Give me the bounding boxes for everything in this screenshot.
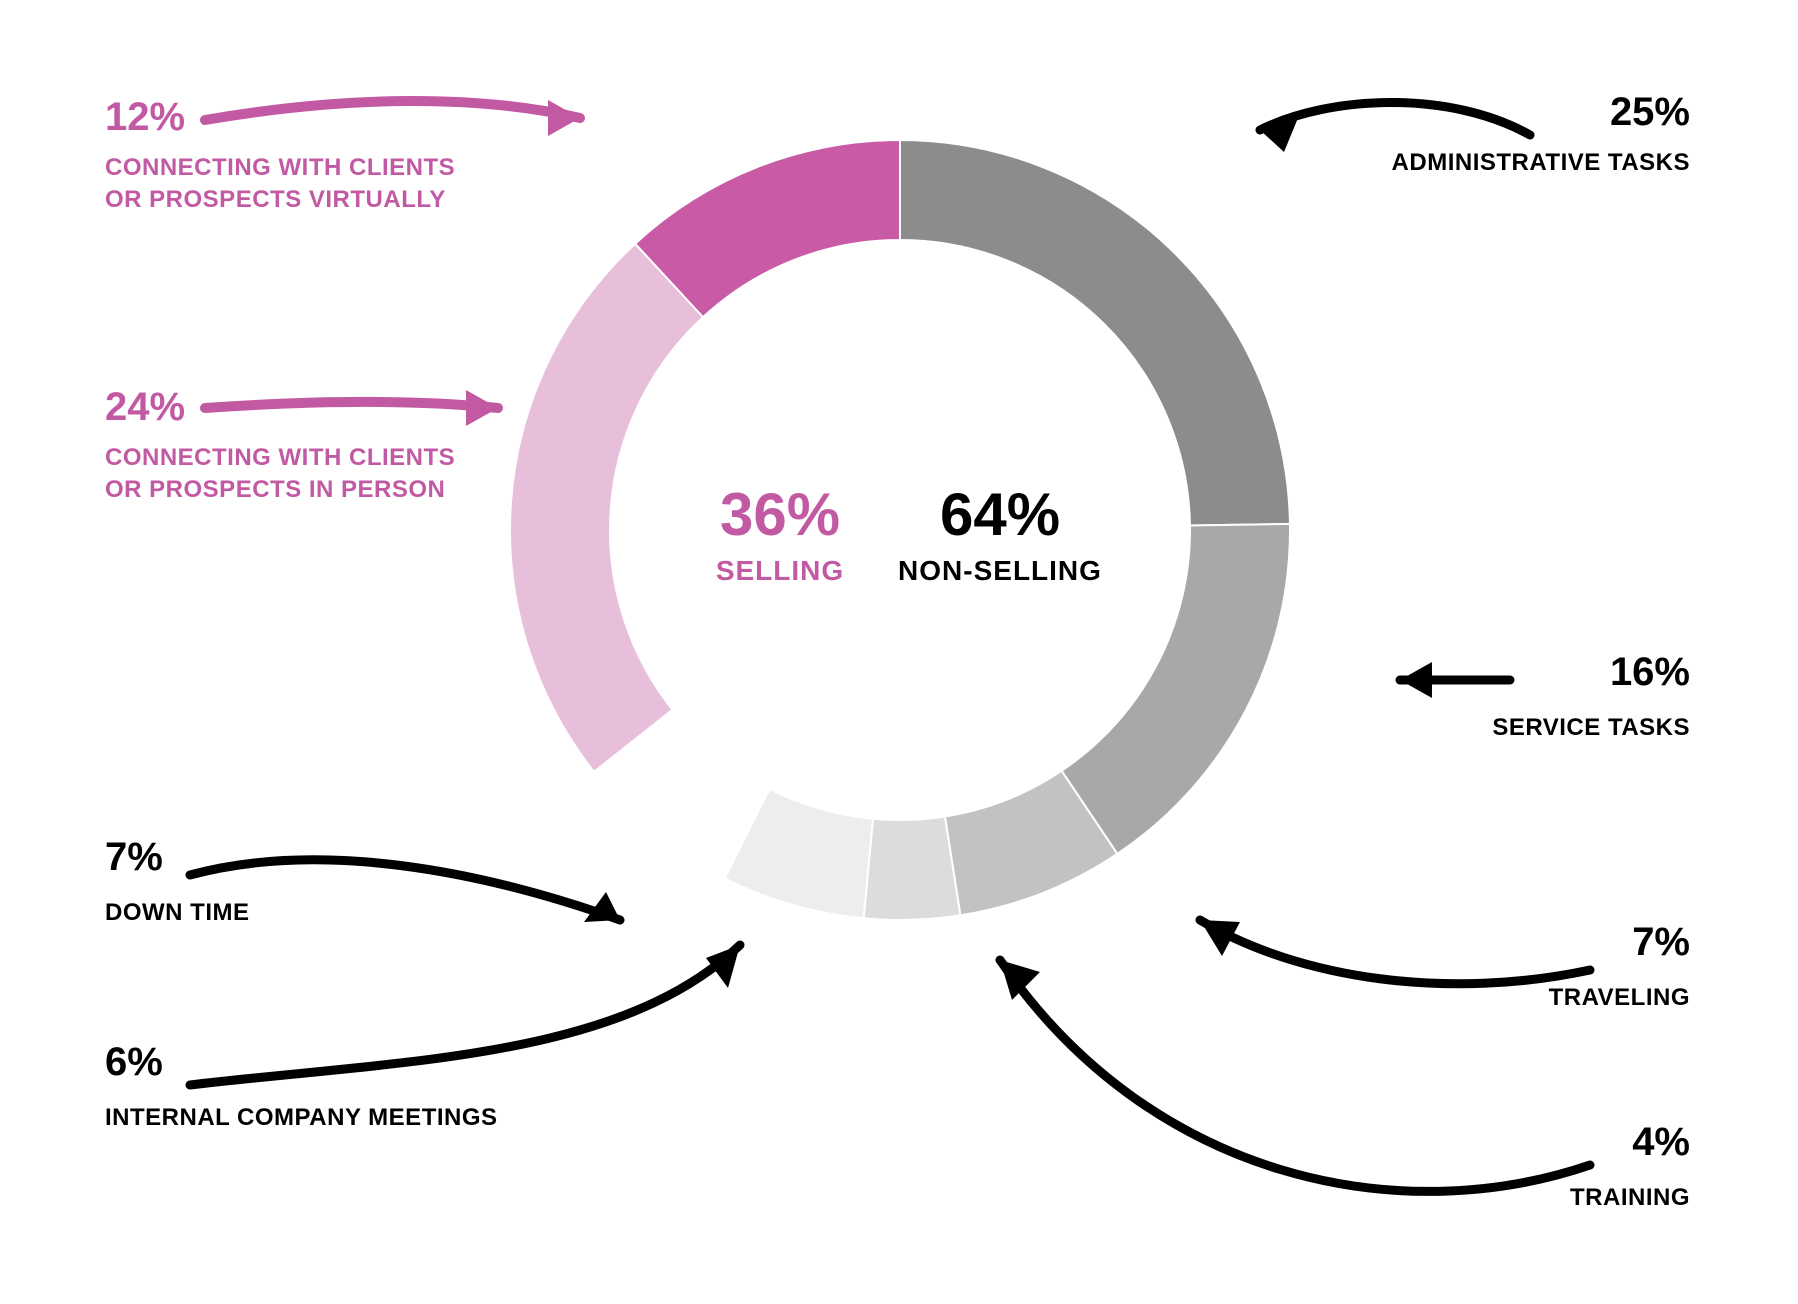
callout-inperson-label: CONNECTING WITH CLIENTS [105,444,455,471]
callout-admin-pct: 25% [1610,90,1690,134]
callout-service-label: SERVICE TASKS [1492,714,1690,741]
callout-downtime-pct: 7% [105,835,163,879]
callout-inperson-label: OR PROSPECTS IN PERSON [105,476,445,503]
center-right-label: NON-SELLING [898,555,1102,586]
callout-virtual-label: OR PROSPECTS VIRTUALLY [105,186,446,213]
callout-downtime-label: DOWN TIME [105,899,249,926]
center-left-label: SELLING [716,555,844,586]
callout-training-label: TRAINING [1570,1184,1690,1211]
callout-inperson-pct: 24% [105,385,185,429]
slice-training [864,817,961,920]
callout-virtual-label: CONNECTING WITH CLIENTS [105,154,455,181]
center-right-pct: 64% [940,481,1060,548]
callout-internal-pct: 6% [105,1040,163,1084]
callout-inperson: 24% CONNECTING WITH CLIENTS OR PROSPECTS I… [105,385,498,503]
callout-training-pct: 4% [1632,1120,1690,1164]
callout-admin-label: ADMINISTRATIVE TASKS [1392,149,1690,176]
callout-service-pct: 16% [1610,650,1690,694]
callout-traveling-label: TRAVELING [1549,984,1690,1011]
callout-virtual-pct: 12% [105,95,185,139]
center-left-pct: 36% [720,481,840,548]
callout-traveling-pct: 7% [1632,920,1690,964]
callout-internal-label: INTERNAL COMPANY MEETINGS [105,1104,498,1131]
